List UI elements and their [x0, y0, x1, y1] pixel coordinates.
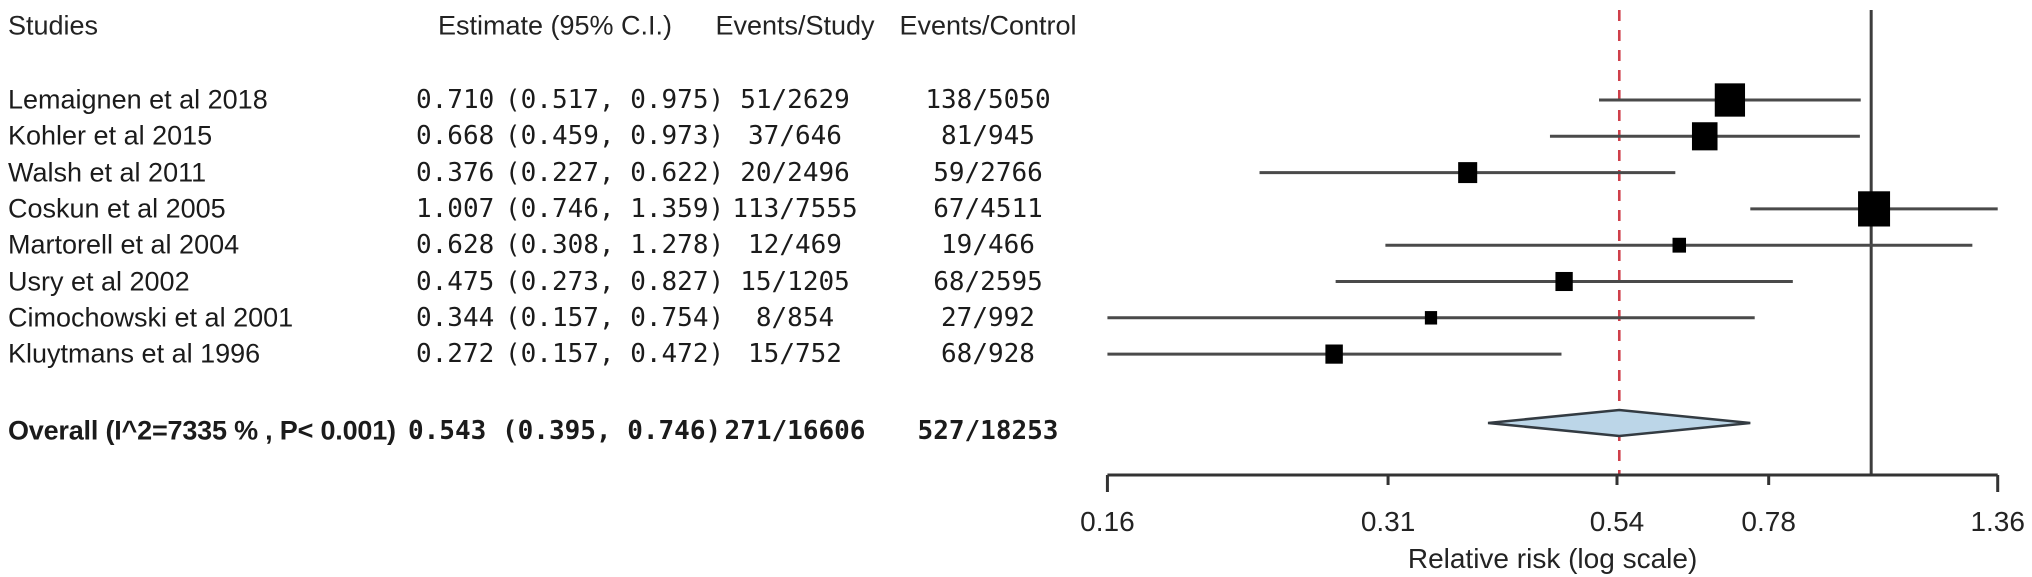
header-studies: Studies	[8, 10, 99, 40]
events-control-value: 27/992	[941, 302, 1035, 333]
events-control-value: 19/466	[941, 230, 1035, 261]
study-name: Lemaignen et al 2018	[8, 84, 268, 115]
study-row: Usry et al 2002 0.475 (0.273, 0.827) 15/120…	[0, 263, 1100, 300]
effect-box	[1458, 162, 1478, 184]
overall-estimate-value: 0.543	[408, 415, 487, 446]
table-header-row: Studies Estimate (95% C.I.) Events/Study…	[0, 7, 1100, 44]
study-row: Walsh et al 2011 0.376 (0.227, 0.622) 20/24…	[0, 154, 1100, 191]
study-name: Kluytmans et al 1996	[8, 338, 261, 369]
ci-value: (0.157, 0.754)	[505, 302, 725, 333]
study-name: Cimochowski et al 2001	[8, 302, 294, 333]
events-control-value: 59/2766	[933, 157, 1043, 188]
events-study-value: 15/1205	[740, 266, 850, 297]
ci-value: (0.273, 0.827)	[505, 266, 725, 297]
x-tick-label: 0.16	[1080, 506, 1135, 537]
ci-value: (0.459, 0.973)	[505, 121, 725, 152]
x-tick-label: 0.31	[1361, 506, 1416, 537]
study-name: Kohler et al 2015	[8, 120, 213, 151]
effect-box	[1555, 271, 1573, 292]
study-name: Walsh et al 2011	[8, 157, 207, 188]
events-control-value: 68/928	[941, 339, 1035, 370]
study-name: Martorell et al 2004	[8, 229, 240, 260]
effect-box	[1858, 191, 1891, 227]
events-study-value: 20/2496	[740, 157, 850, 188]
study-row: Coskun et al 2005 1.007 (0.746, 1.359) 113/…	[0, 190, 1100, 227]
estimate-value: 0.628	[416, 230, 495, 261]
effect-box	[1672, 237, 1687, 253]
summary-diamond	[1487, 408, 1751, 438]
effect-box	[1325, 344, 1343, 364]
estimate-value: 0.668	[416, 121, 495, 152]
events-study-value: 51/2629	[740, 85, 850, 115]
effect-box	[1691, 122, 1718, 151]
effect-box	[1424, 311, 1438, 325]
events-control-value: 138/5050	[925, 85, 1051, 115]
estimate-value: 0.376	[416, 157, 495, 188]
estimate-value: 0.344	[416, 302, 495, 333]
study-row: Kluytmans et al 1996 0.272 (0.157, 0.472) 1…	[0, 336, 1100, 373]
events-study-value: 37/646	[748, 121, 842, 152]
ci-value: (0.227, 0.622)	[505, 157, 725, 188]
estimate-value: 0.710	[416, 85, 495, 115]
estimate-value: 1.007	[416, 193, 495, 224]
x-tick-label: 0.54	[1590, 506, 1645, 537]
overall-events-study-value: 271/16606	[724, 415, 866, 446]
overall-label: Overall (I^2=7335 % , P< 0.001)	[8, 415, 396, 445]
events-study-value: 113/7555	[732, 193, 858, 224]
ci-value: (0.157, 0.472)	[505, 339, 725, 370]
events-study-value: 8/854	[755, 302, 835, 333]
events-control-value: 81/945	[941, 121, 1035, 152]
effect-box	[1714, 83, 1746, 117]
ci-value: (0.308, 1.278)	[505, 230, 725, 261]
study-row: Kohler et al 2015 0.668 (0.459, 0.973) 37/6…	[0, 118, 1100, 155]
estimate-value: 0.475	[416, 266, 495, 297]
x-axis-title: Relative risk (log scale)	[1408, 543, 1697, 574]
header-events-control: Events/Control	[899, 10, 1077, 40]
events-study-value: 12/469	[748, 230, 842, 261]
estimate-value: 0.272	[416, 339, 495, 370]
study-name: Usry et al 2002	[8, 266, 190, 296]
x-tick-label: 0.78	[1741, 506, 1796, 537]
study-row: Cimochowski et al 2001 0.344 (0.157, 0.754…	[0, 299, 1100, 336]
events-control-value: 67/4511	[933, 193, 1043, 224]
study-row: Martorell et al 2004 0.628 (0.308, 1.278) 1…	[0, 227, 1100, 264]
study-name: Coskun et al 2005	[8, 193, 226, 224]
ci-value: (0.746, 1.359)	[505, 193, 725, 224]
header-estimate: Estimate (95% C.I.)	[437, 10, 673, 40]
overall-row: Overall (I^2=7335 % , P< 0.001) 0.543 (0…	[0, 412, 1100, 449]
overall-ci-value: (0.395, 0.746)	[502, 415, 722, 446]
study-row: Lemaignen et al 2018 0.710 (0.517, 0.975) 5…	[0, 82, 1100, 119]
events-control-value: 68/2595	[933, 266, 1043, 297]
x-tick-label: 1.36	[1970, 506, 2025, 537]
events-study-value: 15/752	[748, 339, 842, 370]
header-events-study: Events/Study	[715, 10, 875, 40]
overall-events-control-value: 527/18253	[917, 415, 1059, 446]
ci-value: (0.517, 0.975)	[505, 85, 725, 115]
